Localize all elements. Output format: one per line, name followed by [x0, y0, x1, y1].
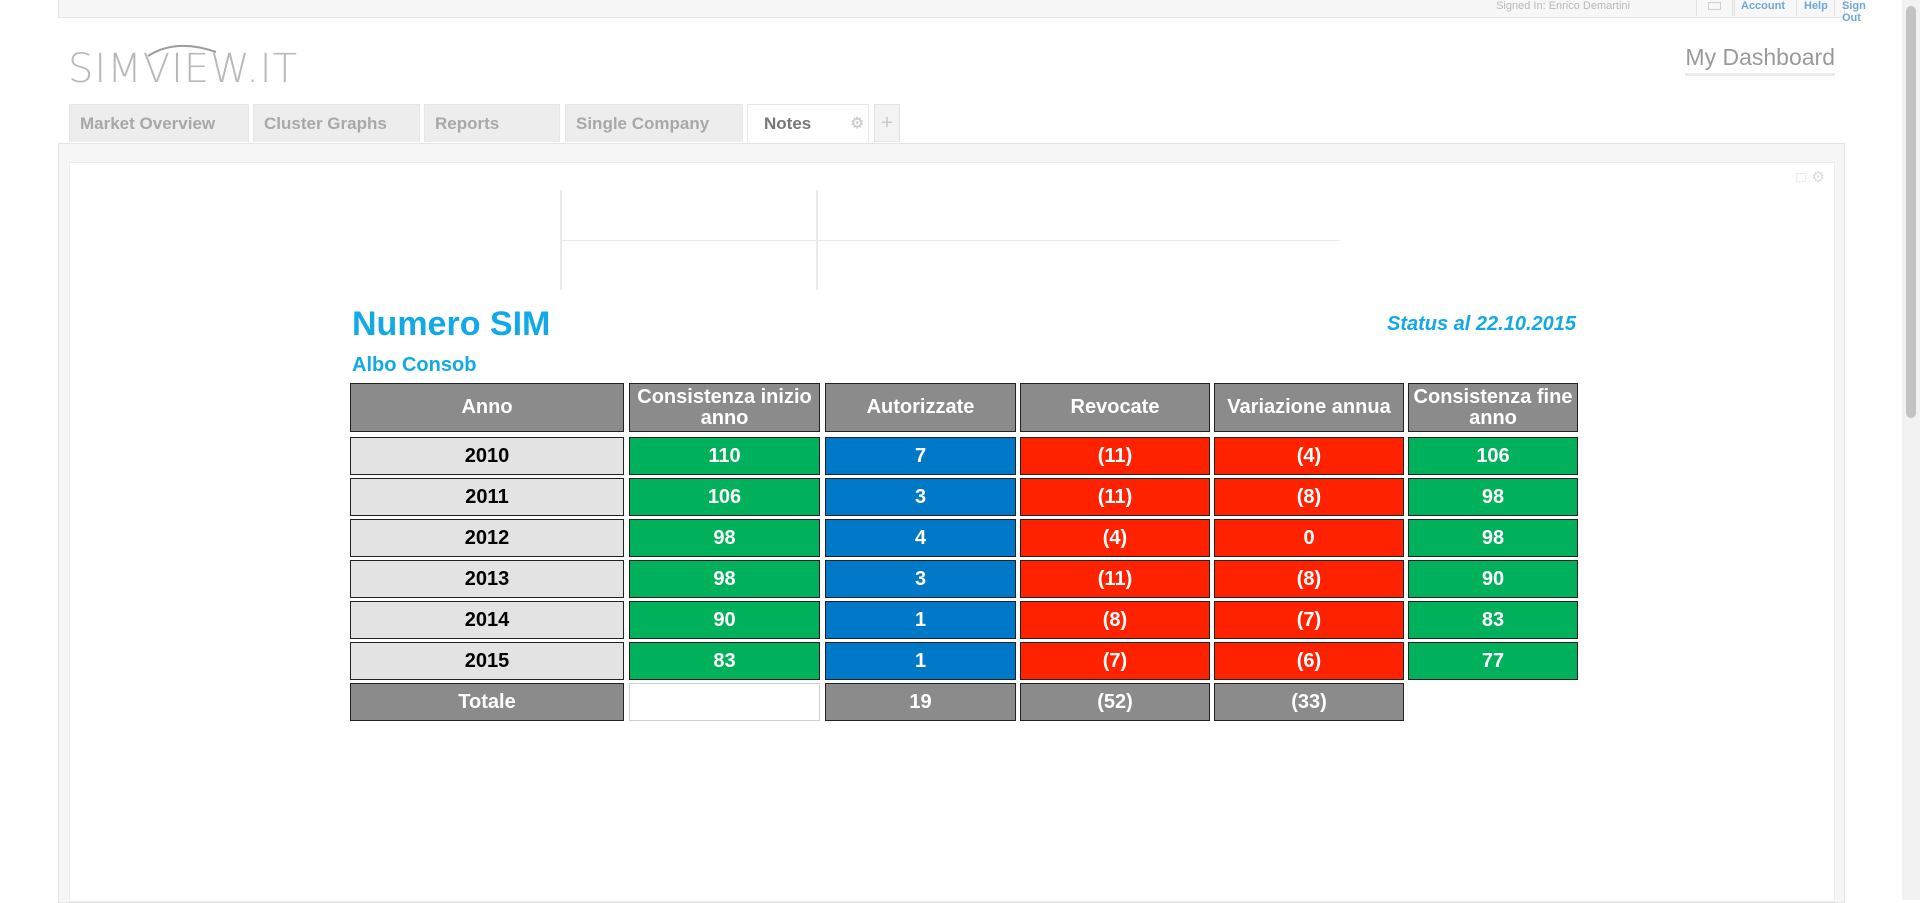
account-link[interactable]: Account	[1741, 0, 1785, 12]
total-revocate: (52)	[1020, 683, 1210, 721]
dashboard-title[interactable]: My Dashboard	[1685, 44, 1835, 76]
table-cell-anno: 2010	[350, 437, 624, 475]
table-cell-variazione: (6)	[1214, 642, 1404, 680]
table-cell-consistenza-inizio: 98	[629, 560, 820, 598]
table-cell-consistenza-inizio: 110	[629, 437, 820, 475]
table-cell-consistenza-inizio: 106	[629, 478, 820, 516]
column-header-consistenza-fine: Consistenza fine anno	[1408, 383, 1578, 432]
add-tab-button[interactable]: +	[874, 104, 900, 142]
table-cell-autorizzate: 7	[825, 437, 1016, 475]
tab-cluster-graphs[interactable]: Cluster Graphs	[253, 104, 420, 142]
total-empty-cell	[629, 683, 820, 721]
divider	[1796, 0, 1797, 16]
table-cell-revocate: (11)	[1020, 560, 1210, 598]
table-cell-revocate: (7)	[1020, 642, 1210, 680]
table-cell-autorizzate: 1	[825, 642, 1016, 680]
column-header-anno: Anno	[350, 383, 624, 432]
column-header-consistenza-inizio: Consistenza inizio anno	[629, 383, 820, 432]
table-cell-anno: 2011	[350, 478, 624, 516]
table-cell-consistenza-inizio: 98	[629, 519, 820, 557]
table-cell-variazione: (8)	[1214, 560, 1404, 598]
table-cell-consistenza-fine: 106	[1408, 437, 1578, 475]
table-cell-revocate: (4)	[1020, 519, 1210, 557]
total-label: Totale	[350, 683, 624, 721]
signed-in-text: Signed In: Enrico Demartini	[1496, 0, 1630, 12]
table-cell-variazione: (4)	[1214, 437, 1404, 475]
table-cell-autorizzate: 1	[825, 601, 1016, 639]
report-subtitle: Albo Consob	[352, 354, 477, 376]
table-cell-consistenza-inizio: 90	[629, 601, 820, 639]
table-cell-anno: 2015	[350, 642, 624, 680]
table-cell-autorizzate: 4	[825, 519, 1016, 557]
tab-label: Market Overview	[80, 114, 216, 133]
fullscreen-icon[interactable]	[1696, 0, 1733, 16]
tab-notes[interactable]: Notes ⚙	[747, 104, 869, 142]
top-status-bar: Signed In: Enrico Demartini Account Help…	[58, 0, 1866, 24]
tab-label: Notes	[764, 114, 812, 133]
table-cell-variazione: (8)	[1214, 478, 1404, 516]
table-cell-revocate: (11)	[1020, 478, 1210, 516]
table-cell-revocate: (11)	[1020, 437, 1210, 475]
tab-label: Cluster Graphs	[264, 114, 387, 133]
total-variazione: (33)	[1214, 683, 1404, 721]
column-header-revocate: Revocate	[1020, 383, 1210, 432]
gear-icon[interactable]: ⚙	[1811, 169, 1825, 186]
divider	[1834, 0, 1835, 16]
help-link[interactable]: Help	[1804, 0, 1828, 12]
table-cell-variazione: (7)	[1214, 601, 1404, 639]
table-cell-autorizzate: 3	[825, 560, 1016, 598]
tab-reports[interactable]: Reports	[424, 104, 560, 142]
table-cell-anno: 2013	[350, 560, 624, 598]
table-cell-variazione: 0	[1214, 519, 1404, 557]
table-cell-autorizzate: 3	[825, 478, 1016, 516]
table-cell-consistenza-fine: 98	[1408, 519, 1578, 557]
table-cell-revocate: (8)	[1020, 601, 1210, 639]
scrollbar-thumb[interactable]	[1906, 6, 1916, 418]
tab-label: Single Company	[576, 114, 710, 133]
logo-swoosh-icon	[147, 44, 217, 57]
table-cell-consistenza-inizio: 83	[629, 642, 820, 680]
gear-icon[interactable]: ⚙	[850, 115, 864, 132]
divider	[1734, 0, 1735, 16]
plus-icon: +	[881, 112, 893, 134]
column-header-autorizzate: Autorizzate	[825, 383, 1016, 432]
logo-text: SIMVIEW.IT	[68, 46, 299, 92]
table-cell-anno: 2012	[350, 519, 624, 557]
tab-market-overview[interactable]: Market Overview	[69, 104, 249, 142]
widget-toolbar: □ ⚙	[1790, 168, 1825, 186]
table-cell-consistenza-fine: 90	[1408, 560, 1578, 598]
report-status-date: Status al 22.10.2015	[1386, 313, 1576, 335]
table-cell-consistenza-fine: 98	[1408, 478, 1578, 516]
tab-label: Reports	[435, 114, 500, 133]
column-header-variazione: Variazione annua	[1214, 383, 1404, 432]
comment-icon[interactable]: □	[1796, 169, 1806, 186]
total-autorizzate: 19	[825, 683, 1016, 721]
report-title: Numero SIM	[352, 305, 551, 343]
sign-out-link[interactable]: Sign Out	[1842, 0, 1866, 24]
tab-single-company[interactable]: Single Company	[565, 104, 743, 142]
table-cell-consistenza-fine: 77	[1408, 642, 1578, 680]
table-cell-anno: 2014	[350, 601, 624, 639]
table-cell-consistenza-fine: 83	[1408, 601, 1578, 639]
background-watermark	[560, 880, 1340, 898]
